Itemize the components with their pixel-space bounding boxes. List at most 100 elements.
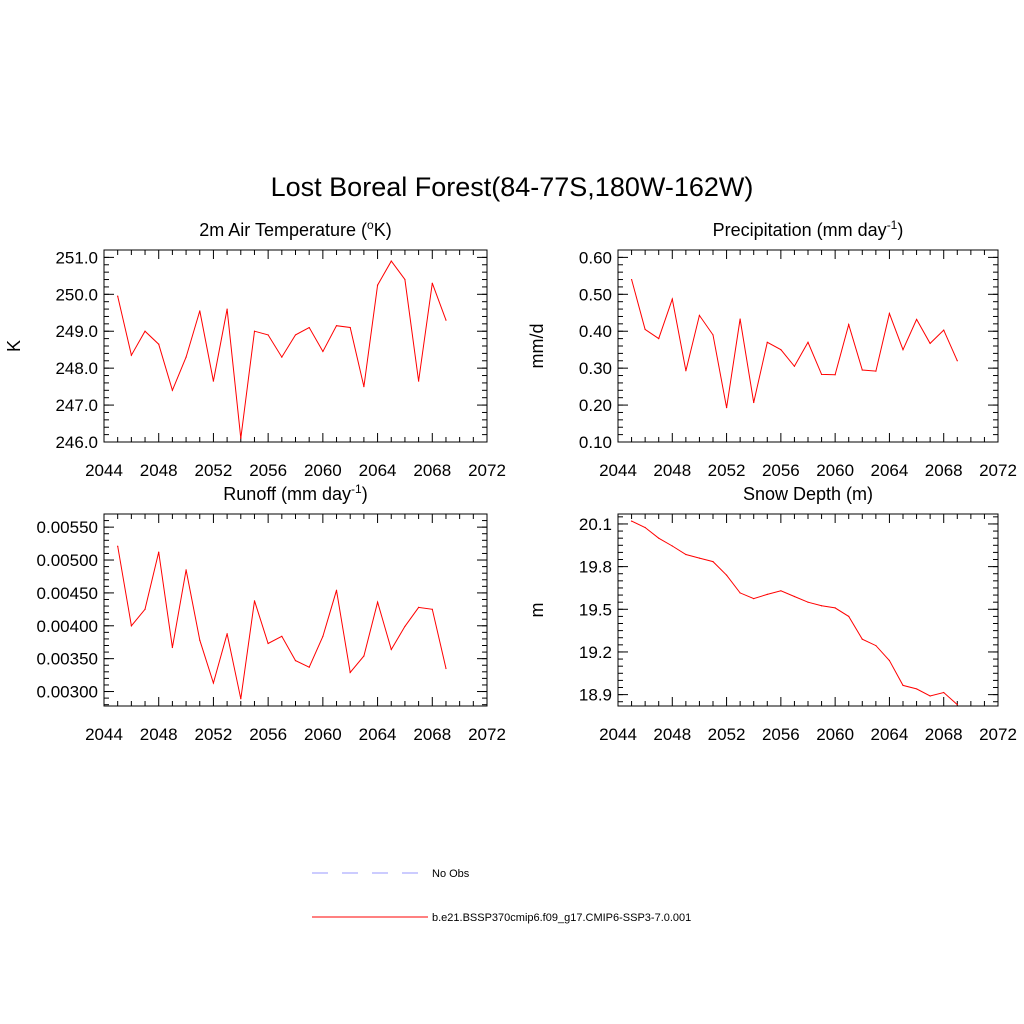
data-point	[943, 691, 945, 694]
x-tick-label: 2068	[413, 725, 451, 744]
x-tick-label: 2072	[979, 725, 1017, 744]
x-tick-label: 2048	[140, 461, 178, 480]
x-tick-label: 2068	[925, 461, 963, 480]
data-point	[308, 326, 310, 329]
data-point	[418, 380, 420, 382]
data-point	[861, 638, 863, 640]
data-point	[308, 666, 310, 668]
y-tick-label: 246.0	[55, 433, 98, 452]
data-point	[793, 365, 796, 367]
data-point	[712, 334, 714, 336]
x-tick-label: 2052	[195, 461, 233, 480]
x-tick-label: 2048	[653, 461, 691, 480]
data-point	[725, 574, 728, 576]
data-point	[418, 606, 420, 608]
y-tick-label: 0.10	[579, 433, 612, 452]
data-point	[861, 369, 863, 371]
data-point	[644, 526, 646, 529]
data-point	[267, 642, 269, 645]
panel-title-tail: K)	[374, 220, 392, 240]
x-tick-label: 2072	[468, 461, 506, 480]
data-point	[349, 671, 351, 674]
x-tick-label: 2064	[871, 725, 909, 744]
data-point	[766, 593, 768, 595]
data-point	[658, 338, 660, 340]
panel-title-superscript: -1	[887, 218, 898, 232]
legend-label-model-run: b.e21.BSSP370cmip6.f09_g17.CMIP6-SSP3-7.…	[432, 912, 691, 924]
data-point	[335, 325, 338, 327]
data-point	[267, 334, 269, 336]
data-point	[630, 278, 633, 281]
data-point	[431, 282, 433, 284]
y-tick-label: 20.1	[579, 515, 612, 534]
data-point	[294, 334, 297, 336]
y-tick-label: 0.00400	[37, 617, 98, 636]
data-point	[671, 545, 673, 547]
y-tick-label: 0.00450	[37, 584, 98, 603]
x-tick-label: 2056	[762, 461, 800, 480]
data-point	[875, 644, 877, 647]
data-point	[725, 407, 728, 409]
x-tick-label: 2064	[871, 461, 909, 480]
y-tick-label: 251.0	[55, 248, 98, 267]
data-point	[712, 561, 714, 563]
data-point	[404, 278, 406, 281]
panel-title: Precipitation (mm day-1)	[713, 218, 904, 240]
data-point	[281, 356, 283, 358]
y-tick-label: 250.0	[55, 285, 98, 304]
panel-title: Runoff (mm day-1)	[223, 482, 367, 504]
data-point	[363, 386, 365, 388]
data-point	[698, 557, 701, 559]
data-point	[212, 380, 215, 382]
y-tick-label: 0.00500	[37, 551, 98, 570]
data-point	[943, 329, 945, 331]
data-point	[445, 319, 447, 321]
y-axis-label: K	[4, 340, 24, 352]
data-point	[807, 601, 809, 603]
data-point	[902, 349, 904, 351]
data-point	[390, 260, 392, 262]
y-tick-label: 0.60	[579, 248, 612, 267]
data-point	[834, 607, 836, 609]
data-point	[226, 633, 228, 635]
data-point	[888, 659, 891, 662]
data-point	[171, 646, 173, 649]
data-point	[335, 589, 338, 591]
data-point	[445, 667, 447, 670]
data-point	[376, 284, 379, 286]
data-point	[363, 655, 365, 657]
x-tick-label: 2060	[816, 725, 854, 744]
panel-1: 2m Air Temperature (oK) 2044 2048 2052 2056 2…	[4, 218, 506, 480]
data-point	[130, 625, 132, 627]
data-point	[807, 341, 809, 343]
data-point	[294, 660, 297, 662]
data-point	[753, 598, 755, 600]
y-tick-label: 0.30	[579, 359, 612, 378]
data-point	[226, 308, 228, 310]
data-point	[144, 330, 146, 332]
x-tick-label: 2068	[925, 725, 963, 744]
panel-title-superscript: -1	[351, 482, 362, 496]
y-tick-label: 0.40	[579, 322, 612, 341]
data-point	[185, 356, 187, 358]
data-point	[820, 605, 823, 607]
data-point	[404, 625, 406, 628]
data-point	[158, 551, 160, 553]
panel-title-superscript: o	[367, 218, 374, 232]
panel-4: Snow Depth (m) 2044 2048 2052 2056 2060 2064 20…	[527, 484, 1017, 744]
panel-grid: 2m Air Temperature (oK) 2044 2048 2052 2056 2…	[4, 218, 1017, 744]
data-point	[390, 648, 392, 651]
data-point	[171, 389, 173, 391]
panel-2: Precipitation (mm day-1) 2044 2048 2052 2056…	[527, 218, 1017, 480]
legend-label-no-obs: No Obs	[432, 868, 470, 880]
x-tick-label: 2064	[359, 725, 397, 744]
y-tick-label: 19.8	[579, 558, 612, 577]
figure-title: Lost Boreal Forest(84-77S,180W-162W)	[271, 172, 754, 202]
data-point	[780, 349, 782, 351]
data-point	[644, 328, 646, 330]
x-tick-label: 2060	[304, 461, 342, 480]
panel-title: 2m Air Temperature (oK)	[199, 218, 391, 240]
data-point	[349, 326, 351, 329]
x-tick-label: 2044	[85, 461, 123, 480]
